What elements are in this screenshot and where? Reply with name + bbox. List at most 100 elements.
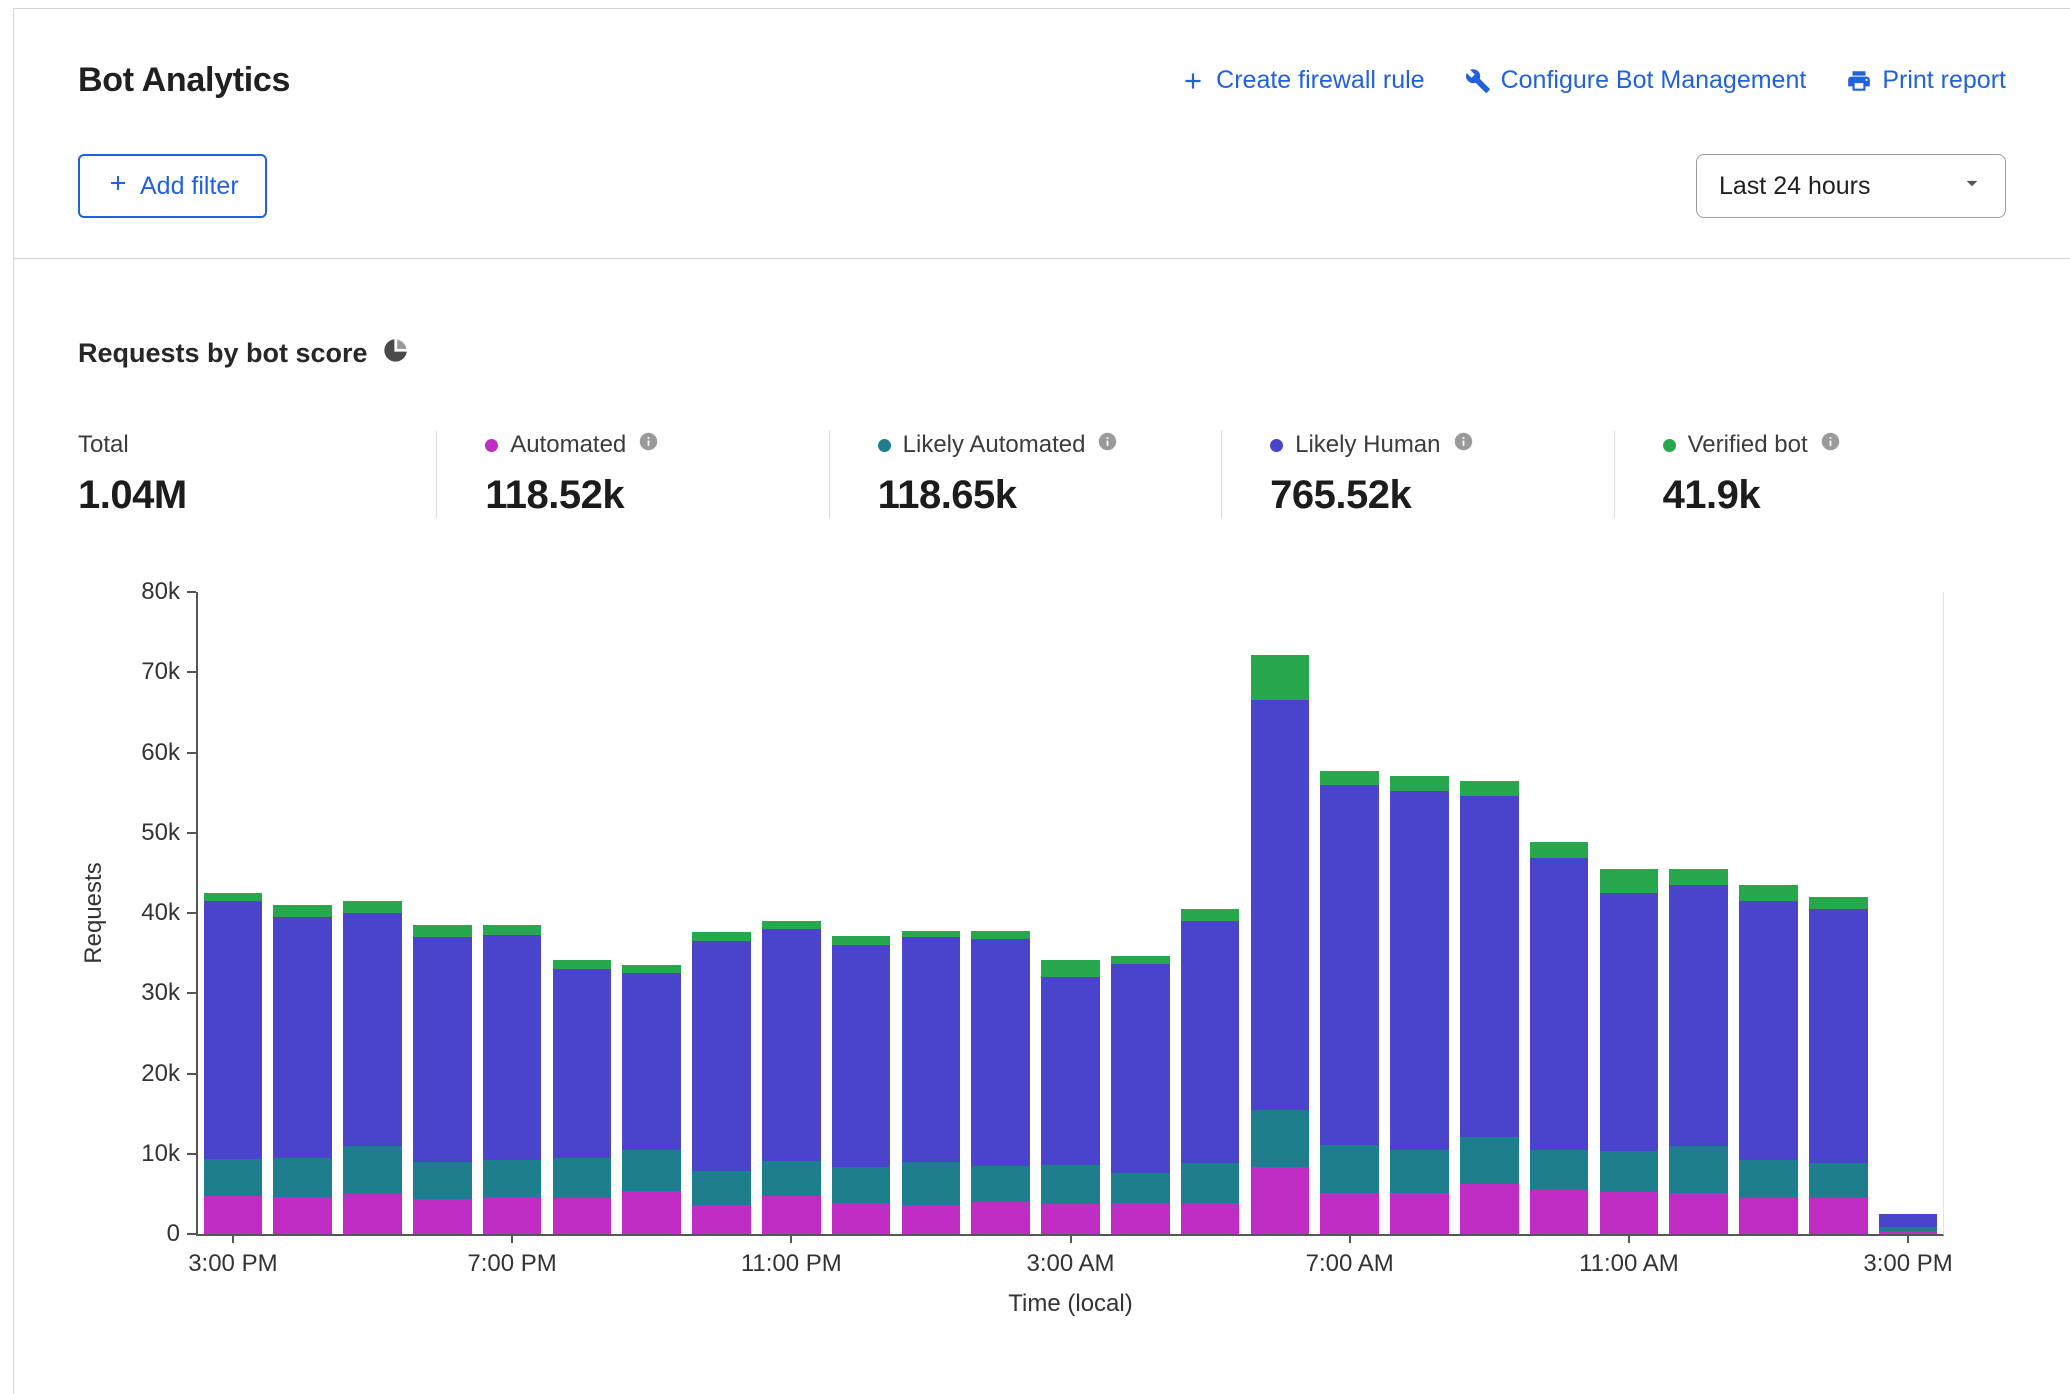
- bar-segment-automated: [1181, 1203, 1240, 1234]
- likely-human-value: 765.52k: [1270, 473, 1613, 518]
- bar-segment-likely-automated: [1181, 1163, 1240, 1203]
- bar-segment-automated: [1739, 1198, 1798, 1234]
- x-tick-mark: [511, 1234, 513, 1243]
- header-actions: Create firewall rule Configure Bot Manag…: [1180, 66, 2006, 95]
- likely-human-label: Likely Human: [1295, 431, 1440, 459]
- y-tick-label: 30k: [141, 979, 180, 1007]
- bar-slot: [547, 592, 617, 1234]
- info-icon[interactable]: [1820, 431, 1841, 459]
- x-axis-title: Time (local): [1008, 1290, 1132, 1318]
- bar-slot: [338, 592, 408, 1234]
- bar-segment-verified-bot: [1600, 869, 1659, 893]
- pie-chart-icon: [382, 337, 409, 369]
- print-report-link[interactable]: Print report: [1846, 66, 2006, 95]
- x-tick-mark: [232, 1234, 234, 1243]
- header: Bot Analytics Create firewall rule Confi…: [14, 9, 2070, 259]
- bar[interactable]: [483, 592, 542, 1234]
- x-tick-label: 7:00 PM: [467, 1250, 556, 1278]
- bar-segment-likely-human: [622, 973, 681, 1150]
- printer-icon: [1846, 68, 1872, 94]
- bar[interactable]: [622, 592, 681, 1234]
- bar[interactable]: [1530, 592, 1589, 1234]
- bar-segment-verified-bot: [1530, 842, 1589, 858]
- bar[interactable]: [1809, 592, 1868, 1234]
- bar[interactable]: [273, 592, 332, 1234]
- bar[interactable]: [1111, 592, 1170, 1234]
- configure-bot-management-link[interactable]: Configure Bot Management: [1465, 66, 1807, 95]
- bar-segment-automated: [1809, 1198, 1868, 1234]
- y-tick-mark: [187, 1153, 196, 1155]
- bar-segment-likely-human: [971, 939, 1030, 1166]
- bar[interactable]: [1041, 592, 1100, 1234]
- bar-segment-likely-automated: [762, 1161, 821, 1196]
- bar-segment-verified-bot: [1320, 771, 1379, 785]
- bar-segment-likely-human: [1669, 885, 1728, 1146]
- bar[interactable]: [1390, 592, 1449, 1234]
- bar[interactable]: [1879, 592, 1938, 1234]
- automated-dot: [485, 439, 498, 452]
- bar-segment-likely-automated: [204, 1159, 263, 1196]
- bar-segment-automated: [762, 1196, 821, 1234]
- bar-segment-likely-human: [1530, 858, 1589, 1150]
- bar[interactable]: [1669, 592, 1728, 1234]
- bar-segment-likely-automated: [692, 1171, 751, 1206]
- add-filter-button[interactable]: Add filter: [78, 154, 267, 218]
- bar-segment-likely-human: [1181, 921, 1240, 1163]
- stat-automated[interactable]: Automated 118.52k: [436, 431, 828, 518]
- bar-segment-likely-human: [1251, 700, 1310, 1110]
- stat-verified-bot[interactable]: Verified bot 41.9k: [1614, 431, 2006, 518]
- stat-likely-automated[interactable]: Likely Automated 118.65k: [829, 431, 1221, 518]
- bar-segment-likely-human: [1879, 1214, 1938, 1227]
- bar-segment-verified-bot: [1181, 909, 1240, 921]
- bar[interactable]: [1181, 592, 1240, 1234]
- bar[interactable]: [1739, 592, 1798, 1234]
- x-tick-mark: [790, 1234, 792, 1243]
- bar-segment-automated: [1530, 1190, 1589, 1234]
- bar-segment-verified-bot: [1251, 655, 1310, 700]
- bar-slot: [1803, 592, 1873, 1234]
- info-icon[interactable]: [638, 431, 659, 459]
- bar-segment-automated: [1600, 1192, 1659, 1234]
- x-tick-mark: [1907, 1234, 1909, 1243]
- create-firewall-rule-label: Create firewall rule: [1216, 66, 1424, 95]
- bar[interactable]: [692, 592, 751, 1234]
- bar[interactable]: [762, 592, 821, 1234]
- bar[interactable]: [413, 592, 472, 1234]
- info-icon[interactable]: [1097, 431, 1118, 459]
- bar-slot: [966, 592, 1036, 1234]
- bar[interactable]: [1600, 592, 1659, 1234]
- bar-segment-likely-human: [1460, 796, 1519, 1137]
- bar[interactable]: [204, 592, 263, 1234]
- bar-segment-verified-bot: [1739, 885, 1798, 901]
- bar-slot: [896, 592, 966, 1234]
- bar[interactable]: [902, 592, 961, 1234]
- bar[interactable]: [1460, 592, 1519, 1234]
- info-icon[interactable]: [1453, 431, 1474, 459]
- bar-segment-likely-human: [1809, 909, 1868, 1163]
- bar[interactable]: [1320, 592, 1379, 1234]
- create-firewall-rule-link[interactable]: Create firewall rule: [1180, 66, 1424, 95]
- bar[interactable]: [343, 592, 402, 1234]
- bar[interactable]: [553, 592, 612, 1234]
- wrench-icon: [1465, 68, 1491, 94]
- bar[interactable]: [832, 592, 891, 1234]
- y-tick-label: 70k: [141, 658, 180, 686]
- bar-segment-likely-automated: [1600, 1151, 1659, 1193]
- bar-segment-automated: [483, 1197, 542, 1234]
- y-tick-label: 50k: [141, 819, 180, 847]
- y-tick-mark: [187, 912, 196, 914]
- bar-segment-automated: [413, 1199, 472, 1234]
- bar-segment-verified-bot: [273, 905, 332, 917]
- bar-segment-automated: [343, 1194, 402, 1234]
- bar-segment-verified-bot: [1111, 956, 1170, 965]
- bar[interactable]: [971, 592, 1030, 1234]
- bar[interactable]: [1251, 592, 1310, 1234]
- add-filter-label: Add filter: [140, 172, 239, 201]
- bar-slot: [1524, 592, 1594, 1234]
- stat-likely-human[interactable]: Likely Human 765.52k: [1221, 431, 1613, 518]
- x-tick-mark: [1628, 1234, 1630, 1243]
- time-range-select[interactable]: Last 24 hours: [1696, 154, 2006, 218]
- likely-automated-label: Likely Automated: [903, 431, 1086, 459]
- bar-slot: [687, 592, 757, 1234]
- bar-segment-verified-bot: [1460, 781, 1519, 796]
